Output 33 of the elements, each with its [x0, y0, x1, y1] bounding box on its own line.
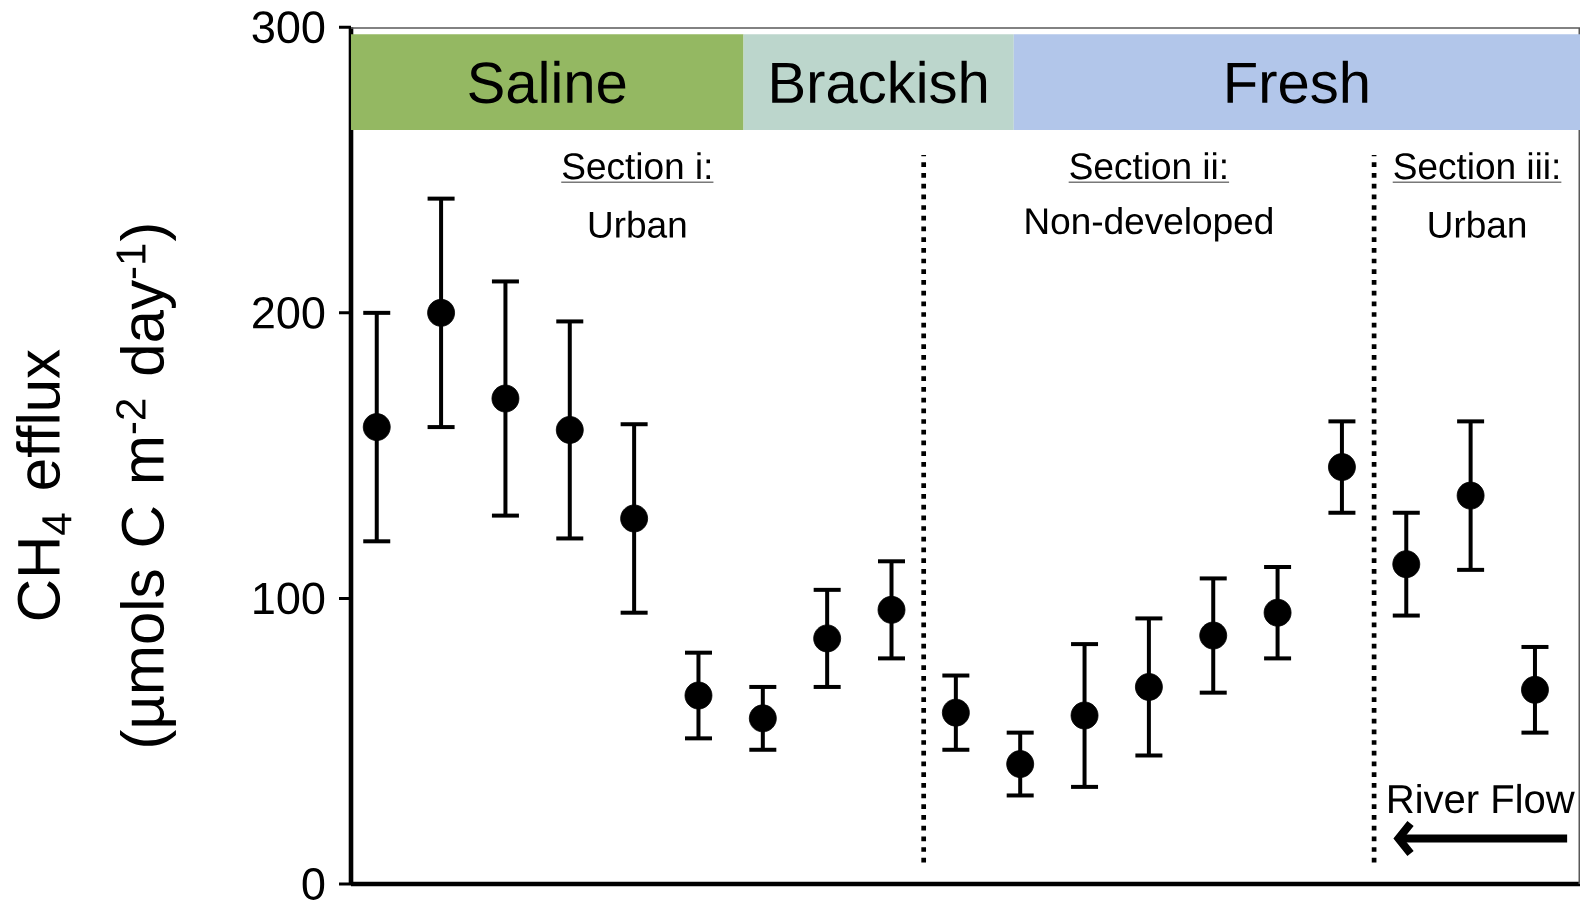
point	[1456, 481, 1485, 510]
point	[1006, 750, 1035, 778]
annotation: Section i:	[562, 152, 710, 180]
annotation: Fresh	[1227, 60, 1368, 104]
point	[1070, 701, 1099, 730]
annotation: Urban	[1429, 210, 1526, 238]
annotation: Section iii:	[1394, 152, 1558, 180]
point	[1392, 550, 1421, 579]
y-tick-label: 0	[302, 868, 325, 900]
point	[1199, 621, 1228, 650]
y-tick-label: 300	[252, 11, 325, 44]
point	[1263, 598, 1292, 627]
annotation: Urban	[589, 210, 686, 238]
y-tick-label: 100	[254, 582, 325, 615]
annotation: River Flow	[1389, 783, 1575, 814]
point	[748, 704, 777, 733]
y-tick-label: 200	[253, 296, 325, 329]
point	[684, 681, 713, 710]
annotation: Brackish	[772, 60, 987, 104]
annotation: Saline	[469, 60, 626, 104]
point	[362, 413, 391, 441]
point	[1134, 673, 1163, 701]
point	[555, 416, 584, 444]
annotation: Section ii:	[1070, 152, 1226, 180]
point	[427, 298, 455, 327]
point	[877, 595, 906, 624]
point	[491, 384, 520, 413]
annotation: Non-developed	[1026, 207, 1272, 242]
point	[941, 698, 970, 727]
point	[813, 624, 842, 653]
point	[1521, 675, 1549, 704]
point	[620, 504, 649, 533]
point	[1328, 453, 1356, 481]
